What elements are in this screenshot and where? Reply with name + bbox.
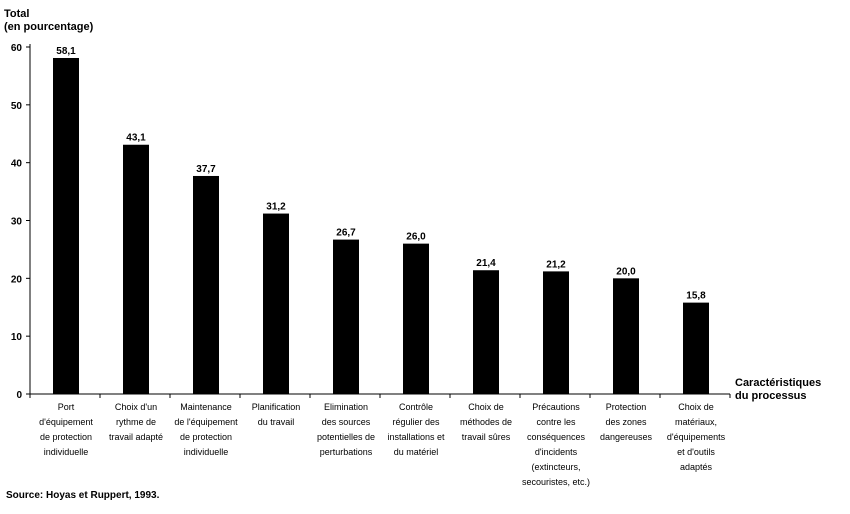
category-labels: Port d'équipement de protection individuell…: [39, 402, 726, 487]
bar-value-label: 15,8: [686, 291, 706, 302]
x-category-label: Précautions contre les conséquences d'incid…: [522, 402, 590, 487]
y-axis-title: Total(en pourcentage): [4, 8, 94, 33]
x-category-label: Contrôle régulier des installations et du m…: [387, 402, 445, 457]
bar-value-label: 21,4: [476, 258, 496, 269]
source-note: Source: Hoyas et Ruppert, 1993.: [6, 490, 160, 501]
bar: [53, 57, 79, 394]
bar-value-label: 20,0: [616, 266, 636, 277]
x-category-label: Choix de matériaux, d'équipements et d'outi…: [667, 402, 726, 472]
value-labels: 58,1 43,1 37,7 31,2 26,7 26,0 21,4 21,2 20,0 15,8: [56, 46, 706, 302]
y-axis-title-line: Total: [4, 8, 29, 20]
x-axis-title-line: du processus: [735, 390, 807, 402]
x-axis-title-line: Caractéristiques: [735, 377, 821, 389]
bar-value-label: 21,2: [546, 259, 566, 270]
x-axis: [29, 393, 731, 398]
bar: [613, 278, 639, 394]
x-category-label: Maintenance de l'équipement de protection i…: [174, 402, 238, 457]
x-category-label: Choix de méthodes de travail sûres: [460, 402, 512, 442]
bar: [263, 213, 289, 394]
y-tick-label: 20: [11, 274, 23, 285]
bar-value-label: 43,1: [126, 133, 146, 144]
x-category-label: Port d'équipement de protection individuell…: [39, 402, 93, 457]
y-tick-label: 40: [11, 159, 23, 170]
bar: [193, 175, 219, 394]
x-category-label: Planification du travail: [252, 402, 301, 427]
bar-value-label: 26,0: [406, 232, 426, 243]
x-category-label: Elimination des sources potentielles de per…: [317, 402, 375, 457]
bar: [543, 271, 569, 394]
y-axis: 0 10 20 30 40 50 60: [11, 43, 31, 401]
bar-value-label: 58,1: [56, 46, 76, 57]
y-tick-label: 30: [11, 217, 23, 228]
bar: [123, 144, 149, 394]
bar-value-label: 37,7: [196, 164, 216, 175]
x-category-label: Choix d'un rythme de travail adapté: [109, 402, 163, 442]
y-axis-title-line: (en pourcentage): [4, 21, 94, 33]
y-tick-label: 50: [11, 101, 23, 112]
x-category-label: Protection des zones dangereuses: [600, 402, 653, 442]
y-tick-label: 10: [11, 332, 23, 343]
bar-value-label: 26,7: [336, 228, 356, 239]
bar: [333, 239, 359, 394]
y-tick-label: 60: [11, 43, 23, 54]
bar: [403, 243, 429, 394]
bar: [683, 302, 709, 394]
bars: [53, 57, 709, 394]
bar-value-label: 31,2: [266, 202, 286, 213]
y-tick-label: 0: [16, 390, 22, 401]
bar: [473, 270, 499, 394]
